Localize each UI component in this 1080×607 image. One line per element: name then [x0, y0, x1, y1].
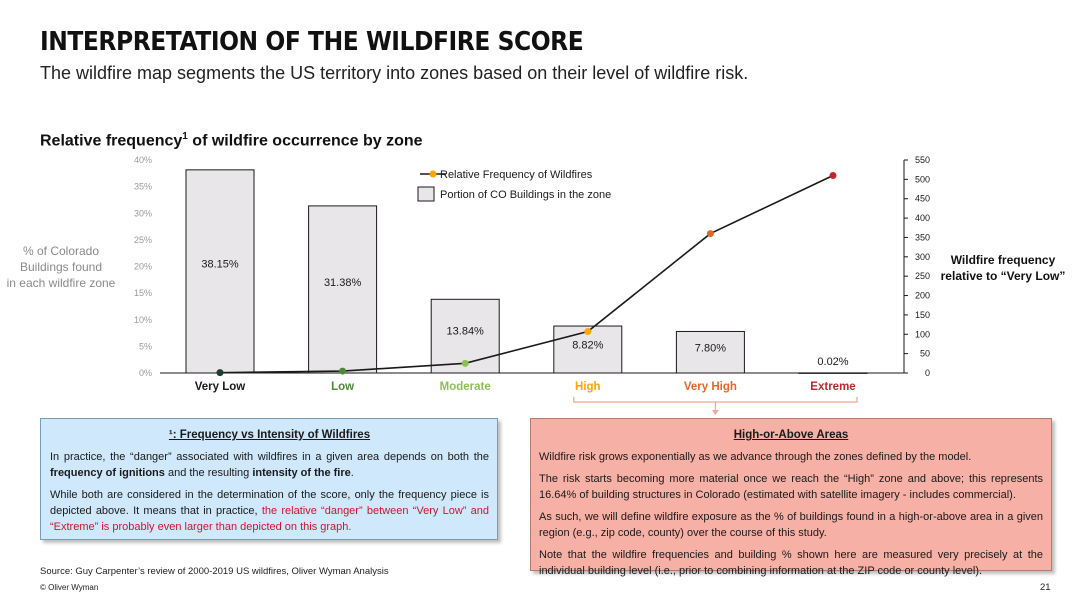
category-label: Moderate [440, 381, 491, 393]
y-left-tick-label: 10% [134, 315, 152, 325]
y-right-tick-label: 400 [915, 213, 930, 223]
source-note: Source: Guy Carpenter’s review of 2000-2… [40, 566, 389, 577]
bar [675, 330, 745, 374]
note-bold-text: intensity of the fire [252, 467, 351, 479]
high-above-bracket [573, 397, 858, 403]
note-paragraph-2: While both are considered in the determi… [50, 487, 489, 535]
bracket-arrow-head [711, 410, 719, 415]
frequency-point [216, 369, 224, 377]
y-right-tick-label: 500 [915, 174, 930, 184]
y-left-tick-label: 30% [134, 208, 152, 218]
y-left-tick-label: 20% [134, 262, 152, 272]
bar [185, 169, 255, 374]
high-box-paragraph: The risk starts becoming more material o… [539, 473, 1043, 501]
legend-bar-label: Portion of CO Buildings in the zone [440, 189, 611, 201]
chart-title-main: Relative frequency [40, 132, 183, 150]
y-left-tick-label: 25% [134, 235, 152, 245]
chart-title-footnote-mark: 1 [182, 131, 188, 142]
category-label: Very High [684, 381, 737, 393]
y-left-tick-label: 15% [134, 288, 152, 298]
category-label: Low [331, 381, 354, 393]
high-box-title: High-or-Above Areas [733, 429, 849, 441]
note-text: . [350, 467, 354, 479]
category-label: High [575, 381, 601, 393]
frequency-point [706, 230, 714, 238]
y-right-tick-label: 250 [915, 271, 930, 281]
chart-title: Relative frequency1 of wildfire occurren… [40, 131, 423, 150]
y-axis-left-title: % of Colorado Buildings found in each wi… [0, 243, 122, 291]
frequency-point [829, 171, 837, 179]
bar [798, 372, 868, 374]
page-title: INTERPRETATION OF THE WILDFIRE SCORE [40, 27, 584, 57]
y-left-tick-label: 40% [134, 155, 152, 165]
note-box-title: ¹: Frequency vs Intensity of Wildfires [168, 429, 371, 441]
bar-value-label: 7.80% [695, 342, 726, 354]
note-paragraph-1: In practice, the “danger” associated wit… [50, 449, 489, 481]
copyright: © Oliver Wyman [40, 583, 99, 592]
high-box-paragraph: Wildfire risk grows exponentially as we … [539, 451, 972, 463]
bar-value-label: 31.38% [324, 277, 362, 289]
category-label: Extreme [810, 381, 855, 393]
note-text: and the resulting [164, 467, 253, 479]
y-axis-left-title-line: in each wildfire zone [6, 276, 116, 290]
bar [308, 205, 378, 374]
y-right-tick-label: 300 [915, 252, 930, 262]
note-text: While both are considered in the determi… [50, 489, 489, 517]
y-axis-left-title-line: % of Colorado [22, 244, 100, 258]
y-right-tick-label: 450 [915, 194, 930, 204]
high-box-paragraph: Note that the wildfire frequencies and b… [539, 549, 1043, 577]
y-left-tick-label: 35% [134, 182, 152, 192]
note-red-text: the relative “danger” between “Very Low”… [50, 505, 490, 533]
y-right-tick-label: 100 [915, 329, 930, 339]
y-axis-left-title-line: Buildings found [19, 260, 103, 274]
bar-value-label: 38.15% [201, 258, 239, 270]
note-text: In practice, the “danger” associated wit… [50, 451, 489, 463]
page-number: 21 [1040, 582, 1051, 593]
y-right-tick-label: 550 [915, 155, 930, 165]
high-box-paragraph: As such, we will define wildfire exposur… [539, 511, 1043, 539]
category-label: Very Low [195, 381, 246, 393]
legend-line-label: Relative Frequency of Wildfires [440, 169, 593, 181]
y-axis-right-title: Wildfire frequency relative to “Very Low… [928, 252, 1078, 284]
bar-value-label: 13.84% [447, 326, 485, 338]
bar-value-label: 0.02% [817, 356, 848, 368]
note-bold-text: frequency of ignitions [50, 467, 165, 479]
y-axis-right-title-line: relative to “Very Low” [940, 269, 1066, 283]
high-or-above-areas-box: High-or-Above Areas Wildfire risk grows … [530, 418, 1052, 577]
chart-title-rest: of wildfire occurrence by zone [187, 132, 423, 150]
legend-line-marker [429, 170, 437, 178]
y-left-tick-label: 5% [139, 341, 152, 351]
y-right-tick-label: 50 [920, 349, 930, 359]
y-right-tick-label: 150 [915, 310, 930, 320]
bar-value-label: 8.82% [572, 340, 603, 352]
y-left-tick-label: 0% [139, 368, 152, 378]
frequency-point [461, 359, 469, 367]
frequency-point [339, 367, 347, 375]
y-right-tick-label: 0 [925, 368, 930, 378]
frequency-point [584, 328, 592, 336]
frequency-vs-intensity-note: ¹: Frequency vs Intensity of Wildfires I… [40, 418, 498, 540]
page-subtitle: The wildfire map segments the US territo… [40, 63, 749, 83]
frequency-line [219, 174, 834, 374]
y-right-tick-label: 350 [915, 232, 930, 242]
legend-bar-swatch [417, 186, 435, 202]
y-axis-right-title-line: Wildfire frequency [950, 253, 1056, 267]
y-right-tick-label: 200 [915, 291, 930, 301]
